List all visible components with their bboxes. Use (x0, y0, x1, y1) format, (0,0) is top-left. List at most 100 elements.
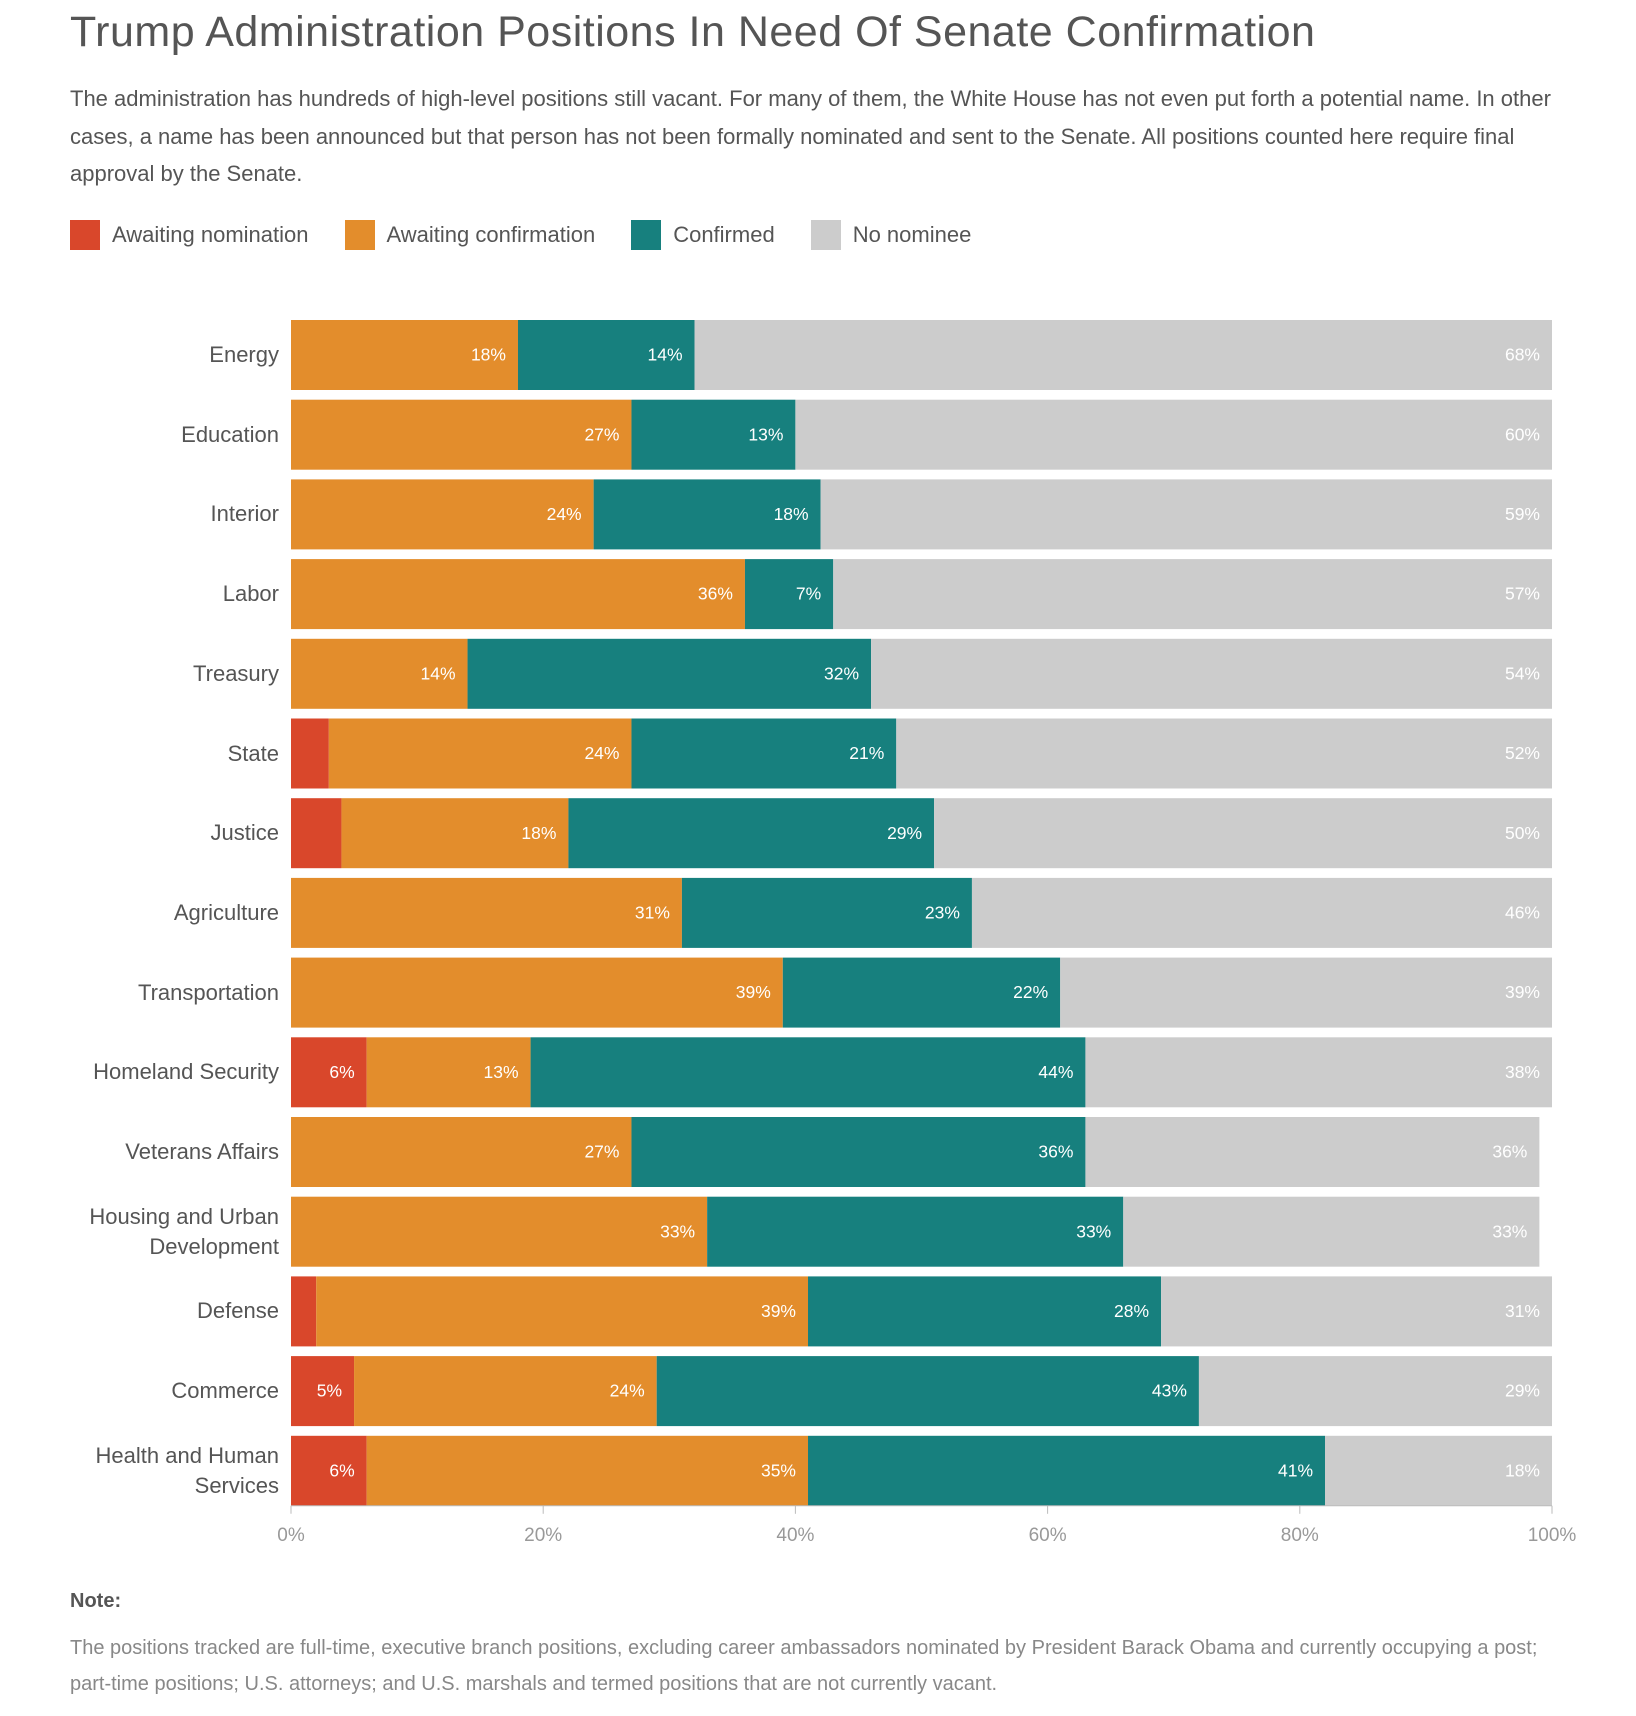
legend-item: Awaiting confirmation (344, 220, 596, 250)
y-tick-label: Transportation (137, 979, 279, 1005)
legend-swatch (70, 220, 100, 250)
note: The positions tracked are full-time, exe… (70, 1637, 1538, 1695)
bar-segment (656, 1356, 1199, 1427)
bar-segment (517, 320, 695, 390)
value-label: 13% (484, 1062, 519, 1082)
bar-segment (291, 559, 745, 630)
value-label: 14% (421, 663, 456, 683)
y-tick-label: Homeland Security (93, 1059, 279, 1085)
value-label: 39% (761, 1301, 796, 1321)
y-tick-label: Interior (210, 501, 279, 527)
bar-segment (1198, 1356, 1552, 1427)
value-label: 24% (610, 1381, 645, 1401)
bar-segment (291, 957, 783, 1028)
value-label: 41% (1278, 1460, 1313, 1480)
bar-segment (681, 877, 972, 948)
y-tick-label: Justice (210, 820, 279, 846)
legend-swatch (810, 220, 841, 250)
y-tick-label: Education (181, 421, 279, 447)
value-label: 39% (1505, 982, 1540, 1002)
bar-segment (833, 559, 1552, 630)
bar-segment (896, 718, 1552, 789)
legend: Awaiting nomination Awaiting confirmation… (70, 220, 971, 250)
value-label: 18% (774, 504, 809, 524)
bar-segment (568, 798, 935, 869)
value-label: 23% (925, 903, 960, 923)
y-tick-label: Agriculture (173, 899, 279, 925)
value-label: 13% (748, 424, 783, 444)
bar-segment (291, 399, 632, 470)
value-label: 52% (1505, 743, 1540, 763)
value-label: 6% (329, 1460, 354, 1480)
value-label: 24% (584, 743, 619, 763)
value-label: 60% (1505, 424, 1540, 444)
legend-label: Awaiting nomination (112, 222, 309, 247)
value-label: 36% (698, 584, 733, 604)
bar-segment (971, 877, 1552, 948)
bar-segment (871, 638, 1552, 709)
legend-item: Awaiting nomination (70, 220, 309, 250)
value-label: 68% (1505, 345, 1540, 365)
bar-segment (631, 1117, 1086, 1187)
x-tick-label: 80% (1281, 1525, 1319, 1546)
value-label: 28% (1114, 1301, 1149, 1321)
value-label: 7% (796, 584, 821, 604)
value-label: 57% (1505, 584, 1540, 604)
y-tick-label: Veterans Affairs (125, 1139, 279, 1164)
bar-segment (291, 1037, 367, 1108)
bar-segment (366, 1435, 809, 1506)
legend-label: No nominee (852, 222, 972, 247)
value-label: 18% (471, 345, 506, 365)
bar-segment (291, 1117, 632, 1187)
y-tick-label: Commerce (171, 1378, 279, 1404)
value-label: 38% (1505, 1062, 1540, 1082)
value-label: 24% (547, 504, 582, 524)
x-tick-label: 60% (1029, 1525, 1067, 1546)
bar-segment (328, 718, 632, 789)
bar-segment (366, 1037, 531, 1108)
y-tick-label: Health and Human Services (95, 1442, 279, 1498)
bar-segment (354, 1356, 657, 1427)
value-label: 27% (584, 1142, 619, 1162)
legend-label: Awaiting confirmation (386, 222, 596, 247)
x-tick-label: 40% (776, 1525, 814, 1546)
value-label: 35% (761, 1460, 796, 1480)
value-label: 44% (1038, 1062, 1073, 1082)
bar-segment (291, 1435, 367, 1506)
value-label: 31% (635, 903, 670, 923)
bar-segment (291, 638, 468, 709)
bar-segment (820, 479, 1552, 550)
bar-segment (744, 559, 834, 630)
value-label: 32% (824, 663, 859, 683)
bar-segment (782, 957, 1061, 1028)
bar-segment (291, 1276, 317, 1347)
bar-segment (1325, 1435, 1552, 1506)
y-tick-label: Energy (209, 342, 279, 367)
y-tick-label: Labor (222, 581, 279, 607)
chart-subtitle: The administration has hundreds of high-… (70, 86, 1551, 186)
value-label: 29% (887, 823, 922, 843)
bar-segment (467, 638, 872, 709)
bar-segment (1123, 1196, 1540, 1267)
note-title: Note: (70, 1590, 122, 1612)
x-tick-label: 100% (1528, 1525, 1577, 1546)
value-label: 36% (1492, 1142, 1527, 1162)
bar-segment (593, 479, 821, 550)
bar-segment (291, 718, 329, 789)
value-label: 29% (1505, 1381, 1540, 1401)
value-label: 39% (736, 982, 771, 1002)
bar-segment (795, 399, 1552, 470)
value-label: 46% (1505, 903, 1540, 923)
value-label: 6% (329, 1062, 354, 1082)
y-tick-label: State (227, 740, 279, 766)
legend-swatch (344, 220, 375, 250)
value-label: 33% (1076, 1221, 1111, 1241)
legend-label: Confirmed (673, 222, 775, 247)
value-label: 50% (1505, 823, 1540, 843)
value-label: 5% (317, 1381, 342, 1401)
bar-segment (1060, 957, 1552, 1028)
bar-segment (1161, 1276, 1552, 1347)
value-label: 33% (660, 1221, 695, 1241)
value-label: 22% (1013, 982, 1048, 1002)
